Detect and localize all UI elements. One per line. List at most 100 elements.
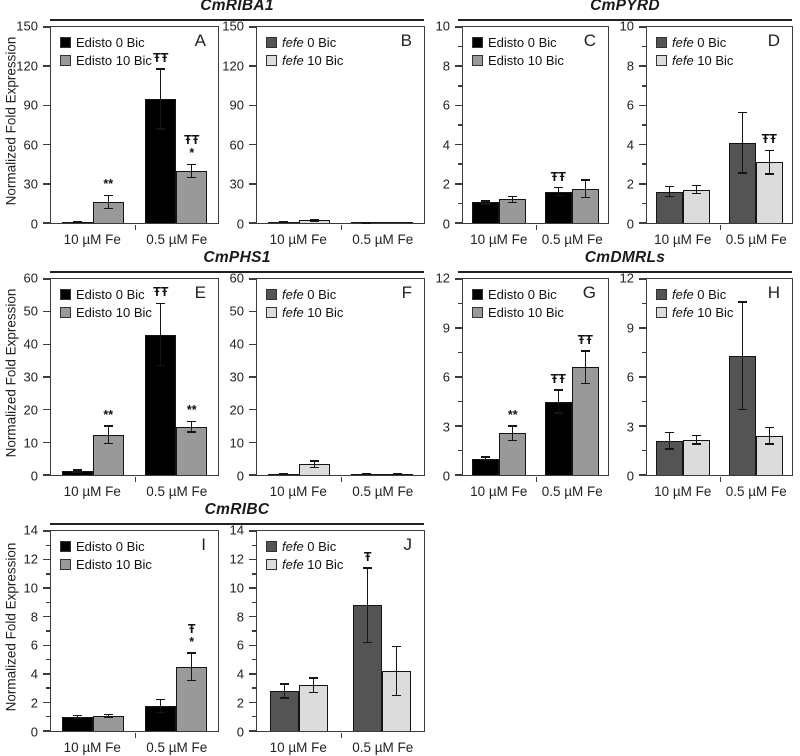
x-axis-labels: 10 µM Fe 0.5 µM Fe: [50, 734, 219, 756]
legend-item: Edisto 0 Bic: [472, 35, 564, 50]
error-bar: [312, 678, 314, 693]
y-tick-mark: [455, 26, 462, 28]
legend: Edisto 0 Bic Edisto 10 Bic: [472, 35, 564, 71]
y-minor-tick-mark: [642, 302, 646, 305]
legend-variety-italic: fefe: [282, 287, 304, 302]
y-tick-mark: [249, 615, 256, 618]
group-header: CmDMRLs: [432, 249, 800, 274]
error-bar-cap: [508, 425, 518, 427]
y-tick-mark: [249, 104, 256, 107]
error-bar-cap: [481, 459, 491, 461]
y-tick-label: 10: [23, 580, 38, 596]
error-bar: [76, 715, 78, 718]
gene-group-cmribc: CmRIBC Normalized Fold Expression 0 2 4 6 8 1…: [0, 501, 432, 756]
y-tick-label: 60: [229, 270, 244, 286]
bar: [544, 191, 572, 223]
y-tick-mark: [43, 278, 50, 280]
y-tick-label: 4: [236, 666, 244, 682]
y-tick-mark: [43, 65, 50, 67]
y-tick-label: 2: [236, 695, 244, 711]
chart-panel-i: 0 2 4 6 8 10 12 14 Ŧ * Edisto 0 Bic Edisto 10 Bic I…: [20, 523, 226, 756]
y-minor-tick-mark: [46, 630, 50, 632]
gene-title: CmRIBA1: [200, 0, 274, 14]
error-bar-cap: [187, 176, 197, 178]
legend-item: fefe 10 Bic: [656, 305, 733, 320]
y-tick-label: 40: [229, 336, 244, 352]
x-tick-label: 10 µM Fe: [654, 232, 712, 247]
y-tick-label: 6: [626, 97, 634, 113]
legend-label: fefe 10 Bic: [282, 53, 344, 68]
x-tick-label: 10 µM Fe: [269, 232, 327, 247]
legend-variety-italic: fefe: [672, 35, 694, 50]
error-bar-cap: [508, 195, 518, 198]
legend-label: Edisto 10 Bic: [76, 305, 152, 320]
error-bar-cap: [764, 426, 774, 429]
legend-swatch: [472, 37, 483, 48]
y-tick-label: 150: [16, 18, 38, 34]
y-tick-mark: [43, 615, 50, 618]
y-axis-tick-labels: 0 2 4 6 8 10: [616, 19, 643, 232]
y-tick-label: 20: [23, 402, 38, 418]
error-bar-cap: [187, 163, 197, 165]
panel-pair: Normalized Fold Expression 0 2 4 6 8 10 12 14 Ŧ …: [0, 523, 432, 756]
y-minor-tick-mark: [46, 658, 50, 661]
y-tick-label: 6: [442, 97, 450, 113]
error-bar: [741, 112, 743, 173]
y-tick-label: 50: [23, 303, 38, 319]
error-bar-cap: [553, 389, 563, 391]
legend-item: Edisto 0 Bic: [60, 35, 152, 50]
x-axis-labels: 10 µM Fe 0.5 µM Fe: [646, 478, 793, 500]
significance-annotation: ŦŦ: [577, 332, 593, 347]
x-axis-labels: 10 µM Fe 0.5 µM Fe: [256, 478, 425, 500]
y-tick-mark: [43, 441, 50, 444]
y-axis-tick-labels: 0 2 4 6 8 10 12 14: [20, 523, 47, 740]
plot-area: ŦŦ fefe 0 Bic fefe 10 Bic D: [639, 26, 793, 230]
error-bar-cap: [392, 646, 402, 648]
error-bar-cap: [692, 435, 702, 437]
chart-panel-a: 0 30 60 90 120 150 ŦŦ ** ŦŦ * Edisto 0 Bic Edisto …: [16, 19, 226, 248]
error-bar-cap: [103, 207, 113, 210]
y-minor-tick-mark: [252, 630, 256, 632]
y-tick-mark: [249, 408, 256, 411]
error-bar-cap: [72, 471, 82, 473]
x-tick-label: 0.5 µM Fe: [352, 740, 414, 755]
error-bar-cap: [279, 697, 289, 699]
legend-label: fefe 10 Bic: [672, 305, 734, 320]
plot-area: ŦŦ ** ŦŦ Edisto 0 Bic Edisto 10 Bic G: [455, 278, 609, 482]
y-tick-mark: [43, 310, 50, 313]
error-bar-cap: [665, 431, 675, 434]
y-minor-tick-mark: [46, 573, 50, 575]
error-bar-cap: [72, 469, 82, 471]
y-tick-mark: [639, 376, 646, 378]
legend-label: Edisto 0 Bic: [488, 287, 557, 302]
y-minor-tick-mark: [458, 45, 462, 48]
error-bar-cap: [187, 652, 197, 654]
gene-group-cmdmrls: CmDMRLs 0 3 6 9 12 ŦŦ ** ŦŦ Edisto 0 Bic Edisto 1…: [432, 249, 800, 500]
error-bar-cap: [308, 691, 318, 694]
gene-group-cmriba1: CmRIBA1 Normalized Fold Expression 0 30 60…: [0, 0, 432, 248]
error-bar-cap: [72, 714, 82, 717]
y-tick-mark: [455, 65, 462, 67]
y-tick-mark: [455, 183, 462, 185]
chart-panel-h: 0 3 6 9 12 fefe 0 Bic fefe 10 Bic H 10 µM Fe 0.5 …: [616, 271, 800, 500]
error-bar-cap: [72, 221, 82, 223]
chart-panel-f: 0 10 20 30 40 50 60 fefe 0 Bic fefe 10 Bic F 10 µM…: [226, 271, 432, 500]
y-tick-mark: [43, 558, 50, 561]
y-tick-label: 8: [236, 609, 244, 625]
y-tick-label: 50: [229, 303, 244, 319]
x-tick-label: 0.5 µM Fe: [541, 484, 603, 499]
y-tick-mark: [249, 474, 256, 476]
error-bar-cap: [187, 679, 197, 681]
x-tick-label: 0.5 µM Fe: [146, 232, 208, 247]
y-axis-tick-labels: 0 10 20 30 40 50 60: [20, 271, 47, 484]
legend-item: Edisto 10 Bic: [472, 53, 564, 68]
bar: [683, 189, 711, 223]
panel-letter: I: [201, 535, 206, 554]
x-axis-center-tick: [340, 476, 342, 482]
error-bar-cap: [508, 440, 518, 442]
x-tick-label: 10 µM Fe: [654, 484, 712, 499]
y-axis-tick-labels: 0 10 20 30 40 50 60: [226, 271, 253, 484]
y-axis-title: Normalized Fold Expression: [3, 289, 19, 458]
y-tick-mark: [639, 327, 646, 329]
y-tick-label: 2: [442, 176, 450, 192]
